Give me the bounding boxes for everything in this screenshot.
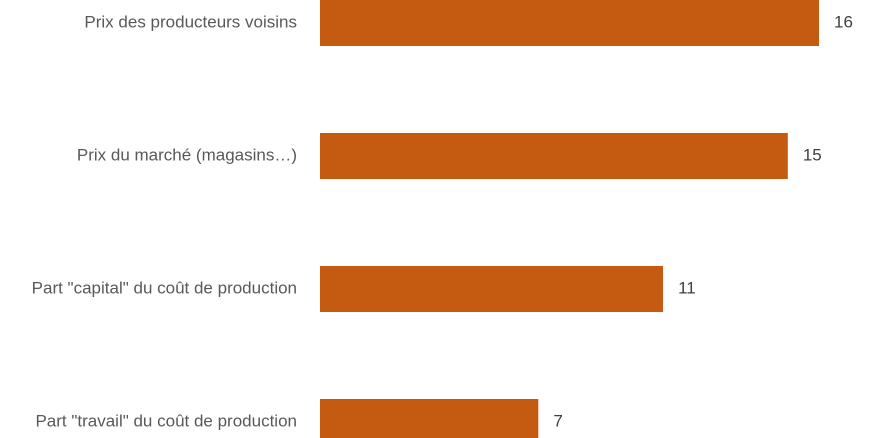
- category-label: Part "capital" du coût de production: [32, 278, 297, 297]
- bar: [320, 266, 664, 312]
- bars: [320, 0, 819, 438]
- data-label: 16: [834, 12, 853, 31]
- data-label: 11: [678, 278, 696, 297]
- data-label: 15: [803, 145, 822, 164]
- bar: [320, 399, 539, 438]
- category-label: Prix des producteurs voisins: [84, 12, 297, 31]
- category-label: Part "travail" du coût de production: [35, 411, 297, 430]
- value-labels: 16 15 11 7: [553, 12, 853, 430]
- bar: [320, 133, 788, 179]
- category-labels: Prix des producteurs voisins Prix du marc…: [32, 12, 297, 430]
- category-label: Prix du marché (magasins…): [77, 145, 297, 164]
- data-label: 7: [553, 411, 562, 430]
- bar: [320, 0, 819, 46]
